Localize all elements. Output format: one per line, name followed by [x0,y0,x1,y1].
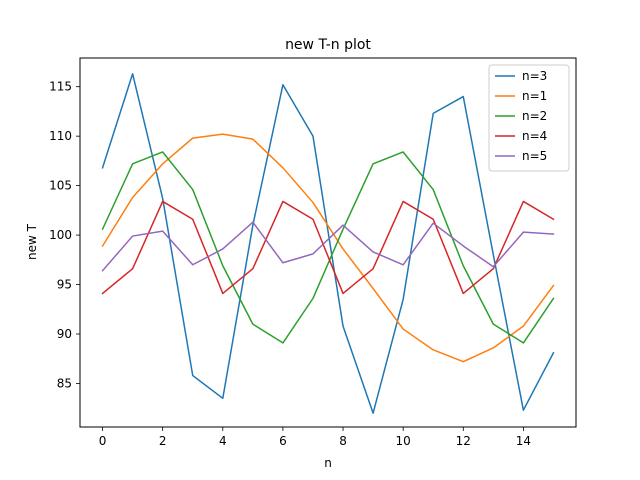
chart-title: new T-n plot [285,37,371,53]
y-tick-label: 110 [49,129,72,143]
legend: n=3 n=1 n=2 n=4 n=5 [488,64,570,172]
x-tick-label: 12 [456,434,471,448]
legend-label: n=2 [522,109,547,123]
x-axis: 0 2 4 6 8 10 12 14 [99,427,531,448]
legend-label: n=5 [522,149,547,163]
y-tick-label: 90 [57,327,72,341]
x-tick-label: 10 [396,434,411,448]
series-line-1 [101,73,555,414]
series-line-5 [101,221,555,272]
legend-box [488,64,570,172]
y-axis: 85 90 95 100 105 110 115 [49,80,80,390]
y-tick-label: 115 [49,80,72,94]
y-tick-label: 105 [49,179,72,193]
series-line-2 [101,133,555,363]
legend-label: n=4 [522,129,547,143]
legend-label: n=3 [522,69,547,83]
y-tick-label: 85 [57,376,72,390]
plot-frame [79,57,577,428]
x-tick-label: 2 [159,434,167,448]
y-axis-label: new T [25,223,39,260]
x-tick-label: 4 [219,434,227,448]
x-tick-label: 8 [339,434,347,448]
series-line-3 [101,151,555,344]
series-line-4 [101,200,555,295]
series-layer [101,73,555,414]
y-tick-label: 95 [57,278,72,292]
x-tick-label: 0 [99,434,107,448]
legend-label: n=1 [522,89,547,103]
x-axis-label: n [324,456,332,470]
x-tick-label: 6 [279,434,287,448]
x-tick-label: 14 [516,434,531,448]
y-tick-label: 100 [49,228,72,242]
